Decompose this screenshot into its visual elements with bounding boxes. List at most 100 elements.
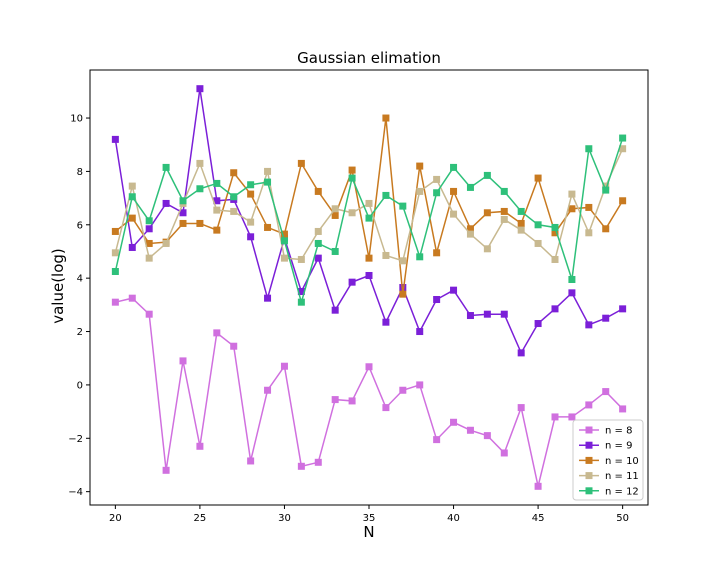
data-point [517, 219, 525, 227]
legend-item: n = 12 [579, 486, 639, 497]
data-point [365, 271, 373, 279]
data-point [433, 175, 441, 183]
data-point [534, 239, 542, 247]
data-point [483, 310, 491, 318]
y-tick-label: 6 [77, 220, 83, 231]
data-point [500, 187, 508, 195]
data-point [416, 187, 424, 195]
data-point [162, 239, 170, 247]
data-point [466, 312, 474, 320]
data-point [264, 386, 272, 394]
data-point [111, 227, 119, 235]
legend-item: n = 11 [579, 471, 639, 482]
data-point [264, 223, 272, 231]
legend-label: n = 8 [605, 426, 632, 437]
data-point [145, 254, 153, 262]
x-tick-label: 50 [616, 513, 629, 524]
data-point [280, 230, 288, 238]
data-point [213, 226, 221, 234]
plot-frame [89, 69, 649, 506]
data-point [230, 193, 238, 201]
data-point [382, 318, 390, 326]
data-point [314, 187, 322, 195]
data-point [416, 253, 424, 261]
data-point [247, 190, 255, 198]
data-point [602, 314, 610, 322]
data-point [365, 214, 373, 222]
data-point [619, 134, 627, 142]
data-point [348, 166, 356, 174]
data-point [162, 199, 170, 207]
data-point [247, 218, 255, 226]
y-tick-label: 8 [77, 167, 83, 178]
data-point [179, 357, 187, 365]
x-tick-label: 45 [532, 513, 545, 524]
data-point [619, 305, 627, 313]
data-point [450, 187, 458, 195]
data-point [111, 267, 119, 275]
data-point [264, 167, 272, 175]
data-point [483, 245, 491, 253]
legend-item: n = 10 [579, 456, 639, 467]
legend-marker [585, 472, 593, 480]
data-point [230, 169, 238, 177]
data-point [297, 159, 305, 167]
data-point [264, 178, 272, 186]
data-point [433, 436, 441, 444]
data-point [162, 466, 170, 474]
data-point [382, 251, 390, 259]
data-point [196, 219, 204, 227]
data-point [466, 183, 474, 191]
data-point [399, 257, 407, 265]
series-1 [111, 294, 627, 490]
data-point [500, 449, 508, 457]
data-point [128, 214, 136, 222]
data-point [230, 342, 238, 350]
data-point [450, 286, 458, 294]
data-point [280, 254, 288, 262]
data-point [551, 413, 559, 421]
data-point [314, 254, 322, 262]
data-point [128, 243, 136, 251]
data-point [213, 206, 221, 214]
data-point [534, 174, 542, 182]
data-point [196, 185, 204, 193]
legend-label: n = 12 [605, 486, 639, 497]
y-axis: −4 −2 0 2 4 6 8 10 [68, 114, 90, 498]
data-point [314, 458, 322, 466]
data-point [517, 226, 525, 234]
data-point [331, 396, 339, 404]
data-point [466, 426, 474, 434]
data-point [145, 239, 153, 247]
legend-item: n = 8 [579, 426, 632, 437]
data-point [365, 254, 373, 262]
data-point [450, 163, 458, 171]
legend-marker [585, 456, 593, 464]
data-point [585, 401, 593, 409]
y-tick-label: −4 [68, 487, 83, 498]
data-point [247, 181, 255, 189]
data-point [297, 462, 305, 470]
legend-label: n = 9 [605, 441, 632, 452]
data-point [450, 210, 458, 218]
data-point [213, 197, 221, 205]
data-point [416, 381, 424, 389]
series-4 [111, 145, 627, 265]
legend-label: n = 11 [605, 471, 639, 482]
legend-marker [585, 426, 593, 434]
data-point [466, 230, 474, 238]
data-point [331, 211, 339, 219]
data-point [297, 288, 305, 296]
data-point [297, 298, 305, 306]
data-point [568, 205, 576, 213]
data-point [331, 247, 339, 255]
data-point [585, 321, 593, 329]
y-tick-label: −2 [68, 434, 83, 445]
legend-box [572, 419, 644, 501]
data-point [602, 388, 610, 396]
data-point [382, 114, 390, 122]
x-tick-label: 25 [194, 513, 207, 524]
data-point [500, 207, 508, 215]
y-axis-title: value(log) [49, 248, 67, 324]
